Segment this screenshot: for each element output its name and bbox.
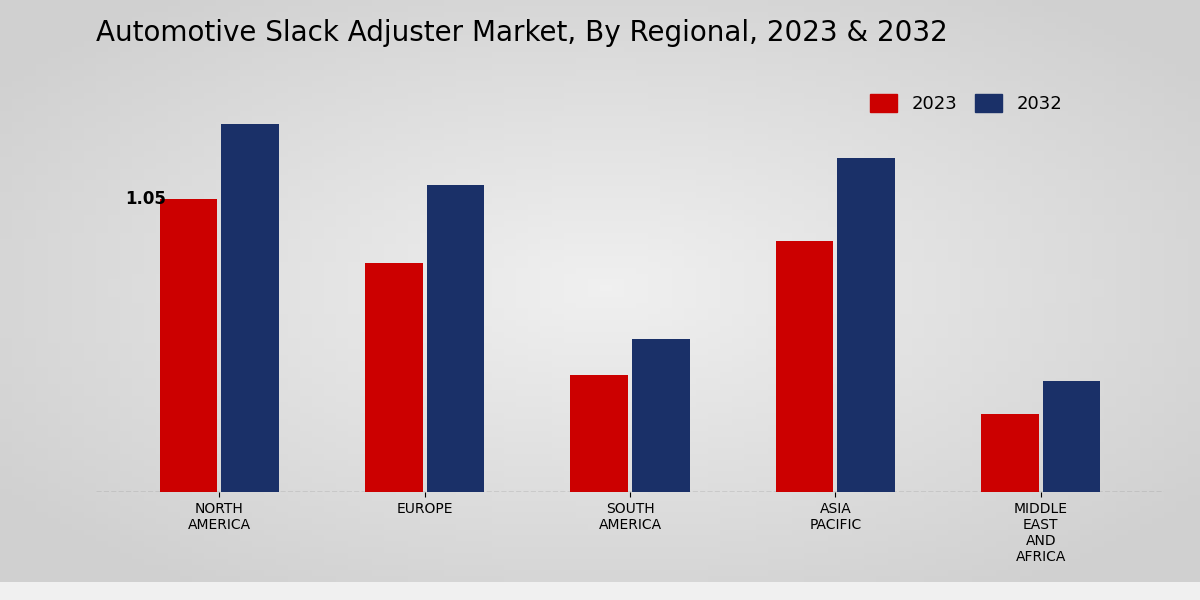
- Bar: [365, 263, 422, 492]
- Text: Automotive Slack Adjuster Market, By Regional, 2023 & 2032: Automotive Slack Adjuster Market, By Reg…: [96, 19, 948, 47]
- Bar: [776, 241, 833, 492]
- Bar: [838, 158, 895, 492]
- Legend: 2023, 2032: 2023, 2032: [863, 86, 1069, 120]
- Text: 1.05: 1.05: [125, 190, 166, 208]
- Bar: [632, 339, 690, 492]
- Bar: [982, 414, 1039, 492]
- Bar: [160, 199, 217, 492]
- Bar: [221, 124, 278, 492]
- Bar: [427, 185, 484, 492]
- Bar: [570, 375, 628, 492]
- Bar: [1043, 380, 1100, 492]
